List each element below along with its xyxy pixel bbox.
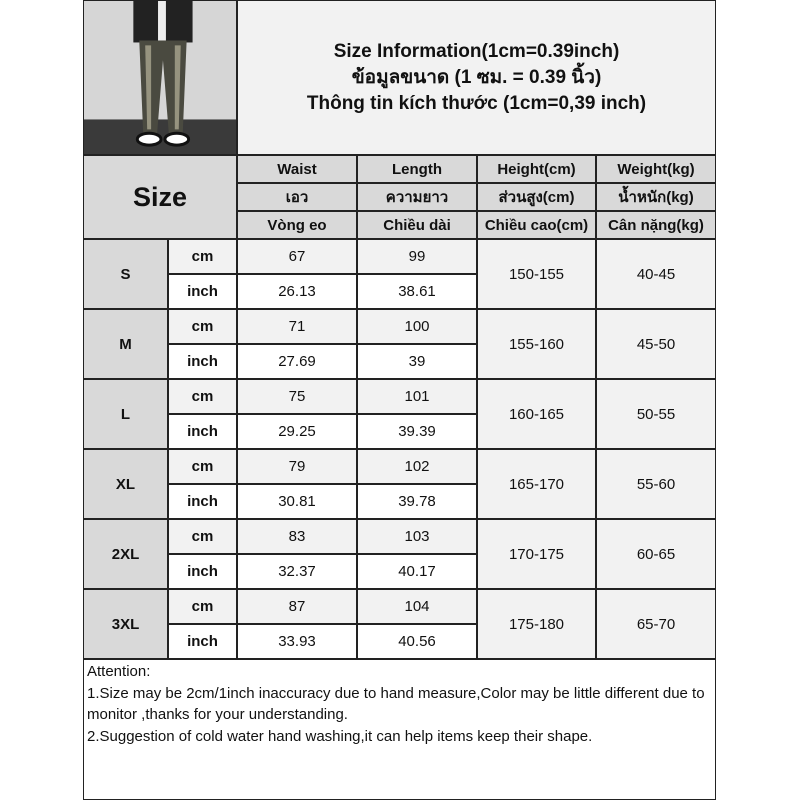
waist-inch: 26.13 (237, 274, 357, 309)
note-item: 2.Suggestion of cold water hand washing,… (87, 727, 593, 745)
size-header: Size (83, 155, 237, 239)
unit-cm: cm (168, 239, 237, 274)
size-label: S (83, 239, 168, 309)
waist-inch: 33.93 (237, 624, 357, 659)
waist-cm: 79 (237, 449, 357, 484)
waist-cm: 75 (237, 379, 357, 414)
jeans-model-image (84, 1, 236, 154)
height-range: 175-180 (477, 589, 596, 659)
waist-inch: 27.69 (237, 344, 357, 379)
column-header: น้ำหนัก(kg) (596, 183, 716, 211)
weight-range: 50-55 (596, 379, 716, 449)
waist-inch: 29.25 (237, 414, 357, 449)
column-header: Chiều dài (357, 211, 477, 239)
title-en: Size Information(1cm=0.39inch) (333, 40, 620, 62)
height-range: 150-155 (477, 239, 596, 309)
attention-notes: Attention: 1.Size may be 2cm/1inch inacc… (83, 659, 716, 800)
unit-cm: cm (168, 519, 237, 554)
size-label: M (83, 309, 168, 379)
length-cm: 102 (357, 449, 477, 484)
column-header: เอว (237, 183, 357, 211)
length-inch: 40.17 (357, 554, 477, 589)
length-cm: 100 (357, 309, 477, 344)
waist-cm: 83 (237, 519, 357, 554)
unit-cm: cm (168, 589, 237, 624)
weight-range: 65-70 (596, 589, 716, 659)
height-range: 160-165 (477, 379, 596, 449)
unit-cm: cm (168, 379, 237, 414)
unit-inch: inch (168, 554, 237, 589)
product-photo (83, 0, 237, 155)
waist-cm: 67 (237, 239, 357, 274)
column-header: Length (357, 155, 477, 183)
column-header: Weight(kg) (596, 155, 716, 183)
column-header: ส่วนสูง(cm) (477, 183, 596, 211)
weight-range: 45-50 (596, 309, 716, 379)
length-inch: 38.61 (357, 274, 477, 309)
title-vi: Thông tin kích thước (1cm=0,39 inch) (306, 92, 647, 114)
length-cm: 104 (357, 589, 477, 624)
size-label: 2XL (83, 519, 168, 589)
unit-inch: inch (168, 344, 237, 379)
column-header: ความยาว (357, 183, 477, 211)
height-range: 155-160 (477, 309, 596, 379)
size-chart: Size Information(1cm=0.39inch) ข้อมูลขนา… (83, 0, 716, 800)
column-header: Height(cm) (477, 155, 596, 183)
unit-inch: inch (168, 624, 237, 659)
size-label: XL (83, 449, 168, 519)
waist-inch: 32.37 (237, 554, 357, 589)
unit-cm: cm (168, 449, 237, 484)
size-label: L (83, 379, 168, 449)
length-inch: 40.56 (357, 624, 477, 659)
note-item: 1.Size may be 2cm/1inch inaccuracy due t… (87, 684, 705, 724)
height-range: 165-170 (477, 449, 596, 519)
column-header: Waist (237, 155, 357, 183)
unit-inch: inch (168, 414, 237, 449)
column-header: Vòng eo (237, 211, 357, 239)
title-th: ข้อมูลขนาด (1 ซม. = 0.39 นิ้ว) (351, 66, 602, 88)
length-inch: 39.39 (357, 414, 477, 449)
unit-cm: cm (168, 309, 237, 344)
weight-range: 40-45 (596, 239, 716, 309)
length-cm: 101 (357, 379, 477, 414)
size-label: 3XL (83, 589, 168, 659)
weight-range: 55-60 (596, 449, 716, 519)
notes-heading: Attention: (87, 663, 151, 680)
length-inch: 39.78 (357, 484, 477, 519)
weight-range: 60-65 (596, 519, 716, 589)
column-header: Cân nặng(kg) (596, 211, 716, 239)
waist-cm: 71 (237, 309, 357, 344)
unit-inch: inch (168, 274, 237, 309)
column-header: Chiều cao(cm) (477, 211, 596, 239)
waist-cm: 87 (237, 589, 357, 624)
unit-inch: inch (168, 484, 237, 519)
length-cm: 103 (357, 519, 477, 554)
height-range: 170-175 (477, 519, 596, 589)
length-cm: 99 (357, 239, 477, 274)
size-info-title: Size Information(1cm=0.39inch) ข้อมูลขนา… (237, 0, 716, 155)
length-inch: 39 (357, 344, 477, 379)
waist-inch: 30.81 (237, 484, 357, 519)
